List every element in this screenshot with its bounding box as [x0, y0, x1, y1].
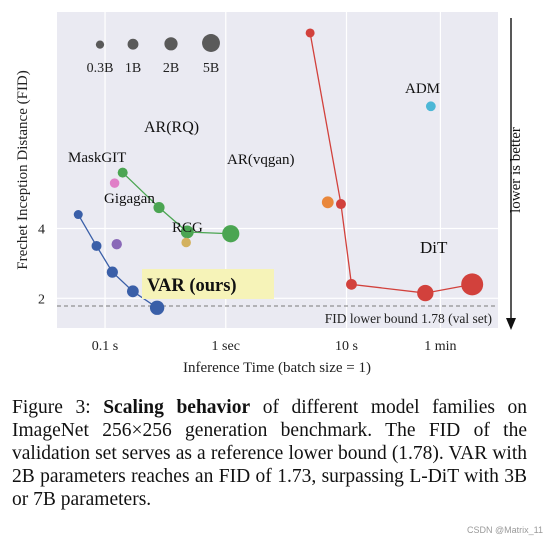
- data-point: [181, 237, 191, 248]
- lower-is-better-arrowhead: [506, 318, 516, 330]
- data-point: [126, 285, 139, 298]
- size-legend-label: 2B: [163, 61, 179, 76]
- size-legend: 0.3B 1B 2B 5B: [87, 34, 220, 76]
- y-axis-label: Frechet Inception Distance (FID): [15, 70, 31, 270]
- series-label: AR(vqgan): [227, 152, 295, 168]
- series-label: VAR (ours): [147, 276, 237, 296]
- x-axis-label: Inference Time (batch size = 1): [183, 360, 371, 376]
- data-point: [106, 266, 118, 278]
- series-line: [122, 172, 231, 235]
- data-point: [111, 238, 122, 250]
- data-point: [117, 167, 128, 178]
- size-legend-label: 5B: [203, 61, 219, 76]
- data-point: [461, 273, 484, 296]
- data-point: [153, 201, 165, 214]
- data-point: [335, 199, 346, 210]
- size-legend-dot: [95, 40, 105, 49]
- caption-bold: Scaling behavior: [103, 397, 251, 418]
- series-label: DiT: [420, 238, 448, 257]
- data-point: [346, 278, 357, 290]
- data-point: [73, 210, 83, 220]
- var-label-highlight: [142, 269, 274, 299]
- y-tick-label: 2: [38, 292, 45, 307]
- plot-frame: [57, 12, 498, 328]
- data-point: [222, 225, 240, 243]
- size-legend-label: 0.3B: [87, 61, 114, 76]
- x-tick-label: 1 sec: [212, 339, 240, 354]
- size-legend-dot: [164, 37, 178, 51]
- series-labels: VAR (ours) AR(RQ) DiT MaskGIT Gigagan RCG AR(v…: [68, 81, 448, 299]
- x-tick-label: 10 s: [335, 339, 358, 354]
- caption-text: of different model families on ImageNet …: [12, 397, 527, 510]
- data-point: [305, 28, 315, 38]
- data-point: [91, 240, 102, 251]
- series-label: AR(RQ): [144, 119, 199, 136]
- data-point: [149, 300, 165, 315]
- series-label: ADM: [405, 81, 440, 97]
- watermark: CSDN @Matrix_11: [467, 525, 543, 535]
- data-point: [180, 225, 194, 239]
- y-tick-label: 4: [38, 222, 45, 237]
- size-legend-dot: [127, 38, 139, 50]
- lower-bound: FID lower bound 1.78 (val set): [57, 305, 498, 326]
- data-point: [109, 178, 120, 188]
- series-label: Gigagan: [104, 191, 155, 207]
- size-legend-label: 1B: [125, 61, 141, 76]
- lower-is-better-label: lower is better: [508, 127, 524, 213]
- caption-label: Figure 3:: [12, 397, 91, 418]
- scaling-figure: 0.1 s 1 sec 10 s 1 min 2 4 0.3B 1B 2B 5B FID low…: [15, 12, 524, 376]
- x-tick-label: 0.1 s: [92, 339, 118, 354]
- x-tick-label: 1 min: [424, 339, 456, 354]
- data-points: [73, 28, 484, 315]
- lower-bound-label: FID lower bound 1.78 (val set): [325, 311, 492, 326]
- series-label: RCG: [172, 220, 203, 236]
- size-legend-dot: [202, 34, 220, 52]
- axes: 0.1 s 1 sec 10 s 1 min 2 4: [38, 222, 457, 354]
- data-point: [425, 101, 436, 112]
- data-point: [321, 196, 334, 209]
- series-label: MaskGIT: [68, 150, 126, 166]
- figure-caption: Figure 3: Scaling behavior of different …: [12, 396, 527, 511]
- data-point: [417, 284, 434, 302]
- grid-lines: [57, 12, 498, 328]
